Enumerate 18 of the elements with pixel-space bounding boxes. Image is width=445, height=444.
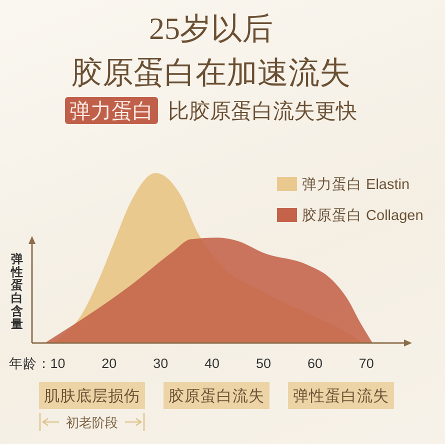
text: 弹力蛋白 比胶原蛋白流失更快 (70, 100, 357, 123)
text: 肌肤底层损伤 (44, 387, 140, 405)
x-tick-label: 20 (102, 356, 117, 371)
x-tick-label: 60 (307, 356, 322, 371)
chart-subtitle: 胶原蛋白在加速流失 (72, 55, 350, 90)
y-axis-title: 弹性蛋白含量 (10, 252, 23, 331)
legend-label: 弹力蛋白 Elastin (302, 176, 410, 193)
legend-label: 胶原蛋白 Collagen (302, 207, 424, 224)
x-tick-label: 50 (256, 356, 272, 371)
text: 初老阶段 (66, 415, 118, 430)
chart-title: 25岁以后 (149, 11, 273, 46)
x-tick-label: 30 (153, 356, 168, 371)
x-axis-title: 年龄： (9, 356, 51, 371)
text: 弹性蛋白流失 (293, 387, 389, 405)
x-tick-label: 70 (358, 356, 374, 371)
text: 胶原蛋白流失 (168, 387, 264, 405)
x-tick-label: 40 (204, 356, 220, 371)
x-tick-label: 10 (50, 356, 66, 371)
